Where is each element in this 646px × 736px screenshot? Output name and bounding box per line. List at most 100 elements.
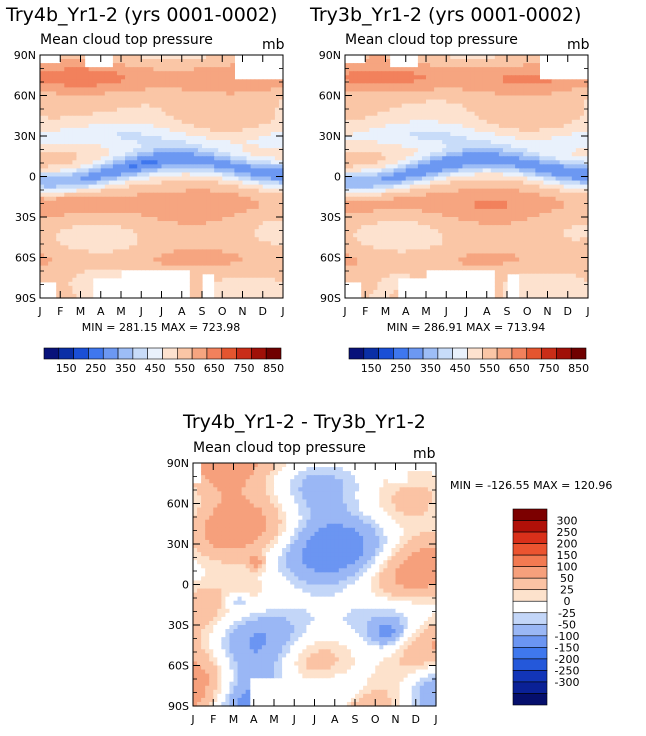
cbar2-label: 250 [390, 362, 411, 375]
panel1-ytick-label: 30S [15, 211, 36, 224]
cbar2-label: 850 [568, 362, 589, 375]
cbar1-swatch [206, 347, 223, 360]
panel2-xtick-label: J [342, 305, 346, 318]
panel1-xtick-label: M [76, 305, 86, 318]
cbar2-label: 550 [479, 362, 500, 375]
cbar1-swatch [58, 347, 74, 360]
cbar3-swatch [512, 612, 548, 625]
panel3-xtick-label: S [352, 713, 359, 726]
panel3-xtick-label: J [190, 713, 194, 726]
cbar3-label: -200 [555, 653, 580, 666]
panel1-colorbar: 150 250 350 450 550 650 750 850 [43, 347, 284, 375]
cbar1-swatch [191, 347, 208, 360]
cbar1-label: 150 [56, 362, 77, 375]
panel1-xtick-label: J [139, 305, 143, 318]
cbar3-label: 250 [557, 526, 578, 539]
panel2-xtick-label: M [421, 305, 431, 318]
panel3-xtick-label: F [210, 713, 216, 726]
cbar1-swatch [88, 347, 104, 360]
panel2-ytick-label: 0 [334, 171, 341, 184]
panel1-ytick-label: 0 [29, 171, 36, 184]
cbar2-swatch [393, 347, 409, 360]
panel3-ytick-label: 0 [182, 579, 189, 592]
panel2-ytick-label: 30S [320, 211, 341, 224]
panel3-xtick-label: O [371, 713, 380, 726]
panel2-xtick-label: F [362, 305, 368, 318]
cbar2-swatch [556, 347, 572, 360]
cbar3-label: -250 [555, 664, 580, 677]
panel1-xtick-label: N [238, 305, 246, 318]
panel1-xtick-label: J [159, 305, 163, 318]
panel1-xtick-label: S [199, 305, 206, 318]
cbar2-label: 650 [509, 362, 530, 375]
panel1-ytick-label: 60S [15, 252, 36, 265]
panel3-ytick-label: 30S [168, 619, 189, 632]
panel1-subtitle: Mean cloud top pressure [40, 32, 213, 48]
panel1-ytick-label: 30N [14, 130, 36, 143]
cbar3-label: -150 [555, 641, 580, 654]
cbar1-swatch [177, 347, 193, 360]
panel3-xtick-label: A [250, 713, 258, 726]
cbar1-swatch [132, 347, 148, 360]
panel2-xtick-label: A [483, 305, 491, 318]
cbar2-swatch [378, 347, 394, 360]
panel3-subtitle: Mean cloud top pressure [193, 440, 366, 456]
cbar3-swatch [512, 693, 548, 706]
cbar1-swatch [102, 347, 119, 360]
panel3-field [193, 463, 437, 707]
cbar3-label: 50 [560, 572, 574, 585]
panel3-colorbar: 30025020015010050250-25-50-100-150-200-2… [512, 508, 580, 706]
cbar3-label: 200 [557, 538, 578, 551]
cbar3-label: 150 [557, 549, 578, 562]
panel3-minmax: MIN = -126.55 MAX = 120.96 [450, 479, 612, 492]
panel2-xtick-label: S [504, 305, 511, 318]
panel2-field [345, 55, 589, 299]
cbar3-swatch [512, 658, 548, 671]
panel3-title: Try4b_Yr1-2 - Try3b_Yr1-2 [182, 411, 426, 433]
panel3-units: mb [413, 446, 436, 462]
cbar3-swatch [512, 566, 548, 579]
panel1-xtick-label: A [97, 305, 105, 318]
cbar1-swatch [236, 347, 252, 360]
panel3-ytick-label: 60N [167, 498, 189, 511]
cbar2-label: 450 [450, 362, 471, 375]
cbar3-swatch [512, 600, 548, 614]
cbar1-label: 450 [145, 362, 166, 375]
panel1-ytick-label: 60N [14, 90, 36, 103]
panel1-xtick-label: A [178, 305, 186, 318]
cbar1-swatch [147, 347, 163, 360]
cbar2-swatch [482, 347, 498, 360]
cbar1-swatch [117, 347, 134, 360]
cbar3-label: -300 [555, 676, 580, 689]
panel1-ytick-label: 90S [15, 292, 36, 305]
panel2-ytick-label: 90S [320, 292, 341, 305]
cbar1-swatch [43, 347, 60, 360]
panel3-xtick-label: M [229, 713, 239, 726]
panel1-xtick-label: J [37, 305, 41, 318]
cbar1-swatch [73, 347, 89, 360]
panel3-xtick-label: N [391, 713, 399, 726]
panel1-xtick-label: M [116, 305, 126, 318]
cbar1-label: 750 [234, 362, 255, 375]
panel2-ytick-label: 30N [319, 130, 341, 143]
cbar2-swatch [467, 347, 483, 360]
panel2-xtick-label: J [585, 305, 589, 318]
cbar3-label: 100 [557, 561, 578, 574]
cbar2-swatch [511, 347, 528, 360]
panel2-xtick-label: J [444, 305, 448, 318]
cbar3-swatch [512, 647, 548, 660]
panel3-xtick-label: J [292, 713, 296, 726]
cbar3-swatch [512, 623, 548, 637]
cbar2-swatch [496, 347, 513, 360]
panel1-xtick-label: J [280, 305, 284, 318]
panel3-xtick-label: M [269, 713, 279, 726]
panel2-xtick-label: J [464, 305, 468, 318]
panel3-ytick-label: 60S [168, 660, 189, 673]
cbar1-swatch [221, 347, 237, 360]
panel2-xtick-label: O [523, 305, 532, 318]
cbar1-label: 850 [263, 362, 284, 375]
cbar1-label: 250 [85, 362, 106, 375]
